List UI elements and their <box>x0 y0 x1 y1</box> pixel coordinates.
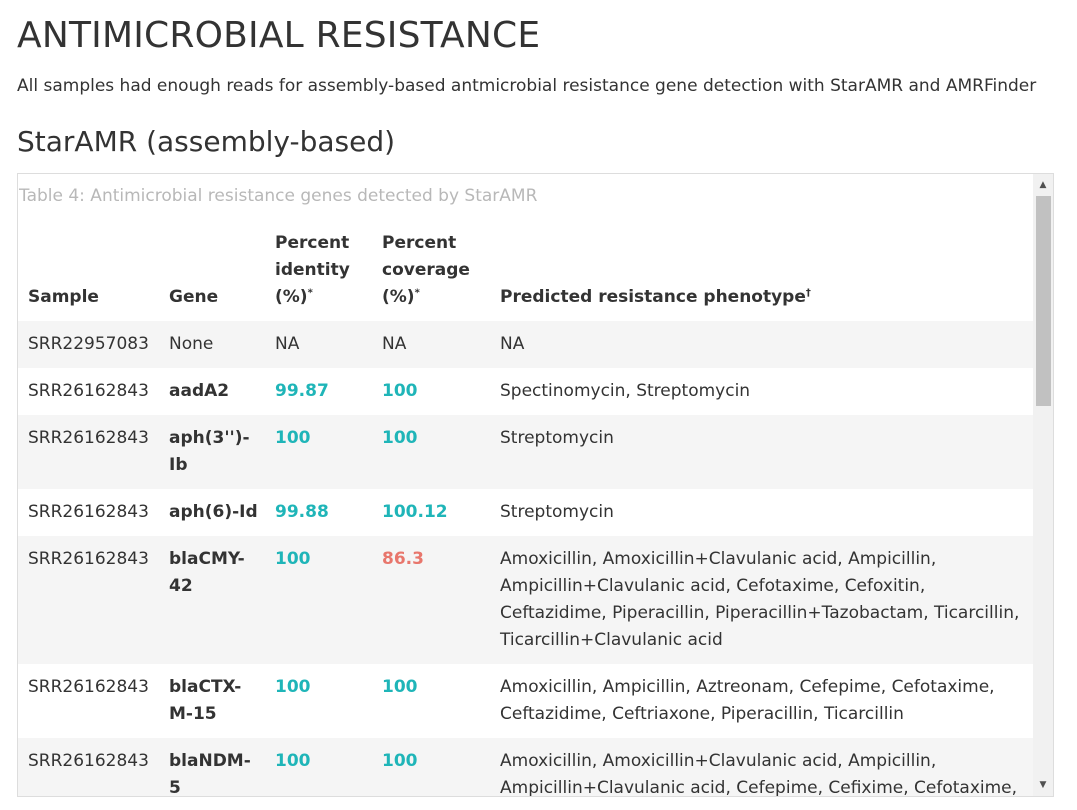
cell-gene: blaCTX-M-15 <box>169 677 242 724</box>
cell-phenotype: Streptomycin <box>490 415 1034 489</box>
cell-phenotype: Streptomycin <box>500 502 614 522</box>
cell-sample: SRR26162843 <box>18 415 159 489</box>
cell-identity: 100 <box>265 536 372 664</box>
intro-text: All samples had enough reads for assembl… <box>17 76 1037 96</box>
cell-sample: SRR26162843 <box>28 502 149 522</box>
cell-coverage: 100 <box>382 677 418 697</box>
table-row: SRR26162843 blaNDM-5 100 100 Amoxicillin… <box>18 738 1034 796</box>
cell-phenotype: Amoxicillin, Amoxicillin+Clavulanic acid… <box>490 536 1034 664</box>
cell-gene: aadA2 <box>169 381 230 401</box>
identity-footnote-mark: * <box>307 287 313 299</box>
table-row: SRR26162843 aph(3'')-Ib 100 100 Streptom… <box>18 415 1034 489</box>
cell-gene: blaNDM-5 <box>159 738 265 796</box>
triangle-down-icon[interactable]: ▼ <box>1039 780 1047 790</box>
cell-identity: 100 <box>265 415 372 489</box>
cell-sample: SRR26162843 <box>28 677 149 697</box>
cell-gene: None <box>159 321 265 368</box>
cell-coverage: 100 <box>372 738 490 796</box>
cell-coverage: 100 <box>382 381 418 401</box>
table-row: SRR22957083 None NA NA NA <box>18 321 1034 368</box>
cell-gene: aph(3'')-Ib <box>159 415 265 489</box>
cell-coverage: 86.3 <box>372 536 490 664</box>
table-scroll-container[interactable]: Table 4: Antimicrobial resistance genes … <box>17 173 1054 797</box>
cell-coverage: 100.12 <box>382 502 448 522</box>
cell-coverage: NA <box>372 321 490 368</box>
section-title: StarAMR (assembly-based) <box>17 125 396 158</box>
cell-sample: SRR26162843 <box>28 381 149 401</box>
cell-phenotype: Amoxicillin, Amoxicillin+Clavulanic acid… <box>490 738 1034 796</box>
header-gene: Gene <box>169 287 219 307</box>
header-sample: Sample <box>28 287 99 307</box>
cell-sample: SRR22957083 <box>18 321 159 368</box>
cell-gene: blaCMY-42 <box>159 536 265 664</box>
table-header-row: Sample Gene Percent identity (%)* Percen… <box>18 222 1034 321</box>
coverage-footnote-mark: * <box>414 287 420 299</box>
phenotype-footnote-mark: † <box>805 287 811 299</box>
table-row: SRR26162843 aadA2 99.87 100 Spectinomyci… <box>18 368 1034 415</box>
table-row: SRR26162843 aph(6)-Id 99.88 100.12 Strep… <box>18 489 1034 536</box>
table-caption: Table 4: Antimicrobial resistance genes … <box>19 186 538 206</box>
table-row: SRR26162843 blaCMY-42 100 86.3 Amoxicill… <box>18 536 1034 664</box>
table-row: SRR26162843 blaCTX-M-15 100 100 Amoxicil… <box>18 664 1034 738</box>
scrollbar-thumb[interactable] <box>1036 196 1051 406</box>
cell-identity: 99.88 <box>275 502 329 522</box>
header-identity: Percent identity (%)* <box>275 233 350 307</box>
cell-gene: aph(6)-Id <box>169 502 258 522</box>
triangle-up-icon[interactable]: ▲ <box>1039 180 1047 190</box>
amr-table: Sample Gene Percent identity (%)* Percen… <box>18 222 1034 796</box>
vertical-scrollbar[interactable]: ▲ ▼ <box>1033 174 1053 796</box>
cell-identity: 100 <box>265 738 372 796</box>
cell-identity: 100 <box>275 677 311 697</box>
cell-coverage: 100 <box>372 415 490 489</box>
cell-phenotype: Spectinomycin, Streptomycin <box>500 381 751 401</box>
cell-phenotype: Amoxicillin, Ampicillin, Aztreonam, Cefe… <box>500 677 995 724</box>
cell-sample: SRR26162843 <box>18 536 159 664</box>
cell-identity: 99.87 <box>275 381 329 401</box>
header-coverage: Percent coverage (%)* <box>382 233 470 307</box>
cell-phenotype: NA <box>490 321 1034 368</box>
page-title: ANTIMICROBIAL RESISTANCE <box>17 15 541 56</box>
header-phenotype: Predicted resistance phenotype† <box>500 287 811 307</box>
cell-sample: SRR26162843 <box>18 738 159 796</box>
cell-identity: NA <box>265 321 372 368</box>
